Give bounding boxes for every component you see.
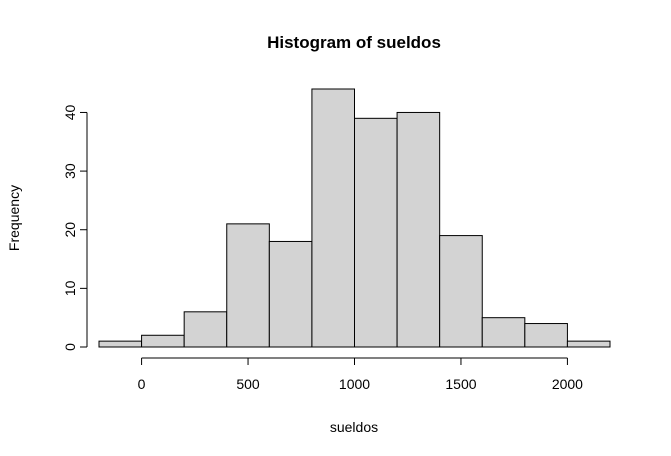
histogram-bar xyxy=(439,235,483,348)
chart-title: Histogram of sueldos xyxy=(267,33,441,52)
x-tick-label: 500 xyxy=(236,376,260,392)
histogram-bar xyxy=(183,311,228,348)
bars-group xyxy=(98,88,611,348)
x-tick-label: 1500 xyxy=(445,376,476,392)
x-tick-label: 0 xyxy=(138,376,146,392)
histogram-bar xyxy=(141,334,185,348)
y-tick-label: 30 xyxy=(62,163,78,179)
histogram-bar xyxy=(226,223,270,348)
x-axis: 0 500 1000 1500 2000 xyxy=(138,357,583,392)
histogram-bar xyxy=(311,88,355,348)
x-axis-label: sueldos xyxy=(330,419,378,435)
y-tick-label: 20 xyxy=(62,222,78,238)
y-tick-label: 10 xyxy=(62,280,78,296)
histogram-bar xyxy=(481,317,526,348)
y-axis-label: Frequency xyxy=(6,185,22,251)
x-tick-label: 2000 xyxy=(552,376,583,392)
histogram-bar xyxy=(268,240,313,348)
x-tick-label: 1000 xyxy=(339,376,370,392)
y-tick-label: 0 xyxy=(62,343,78,351)
histogram-bar xyxy=(524,323,568,348)
histogram-bar xyxy=(98,340,143,348)
histogram-bar xyxy=(566,340,611,348)
histogram-bar xyxy=(354,117,398,348)
histogram-bar xyxy=(396,111,441,348)
y-axis: 0 10 20 30 40 xyxy=(62,104,88,351)
y-tick-label: 40 xyxy=(62,104,78,120)
